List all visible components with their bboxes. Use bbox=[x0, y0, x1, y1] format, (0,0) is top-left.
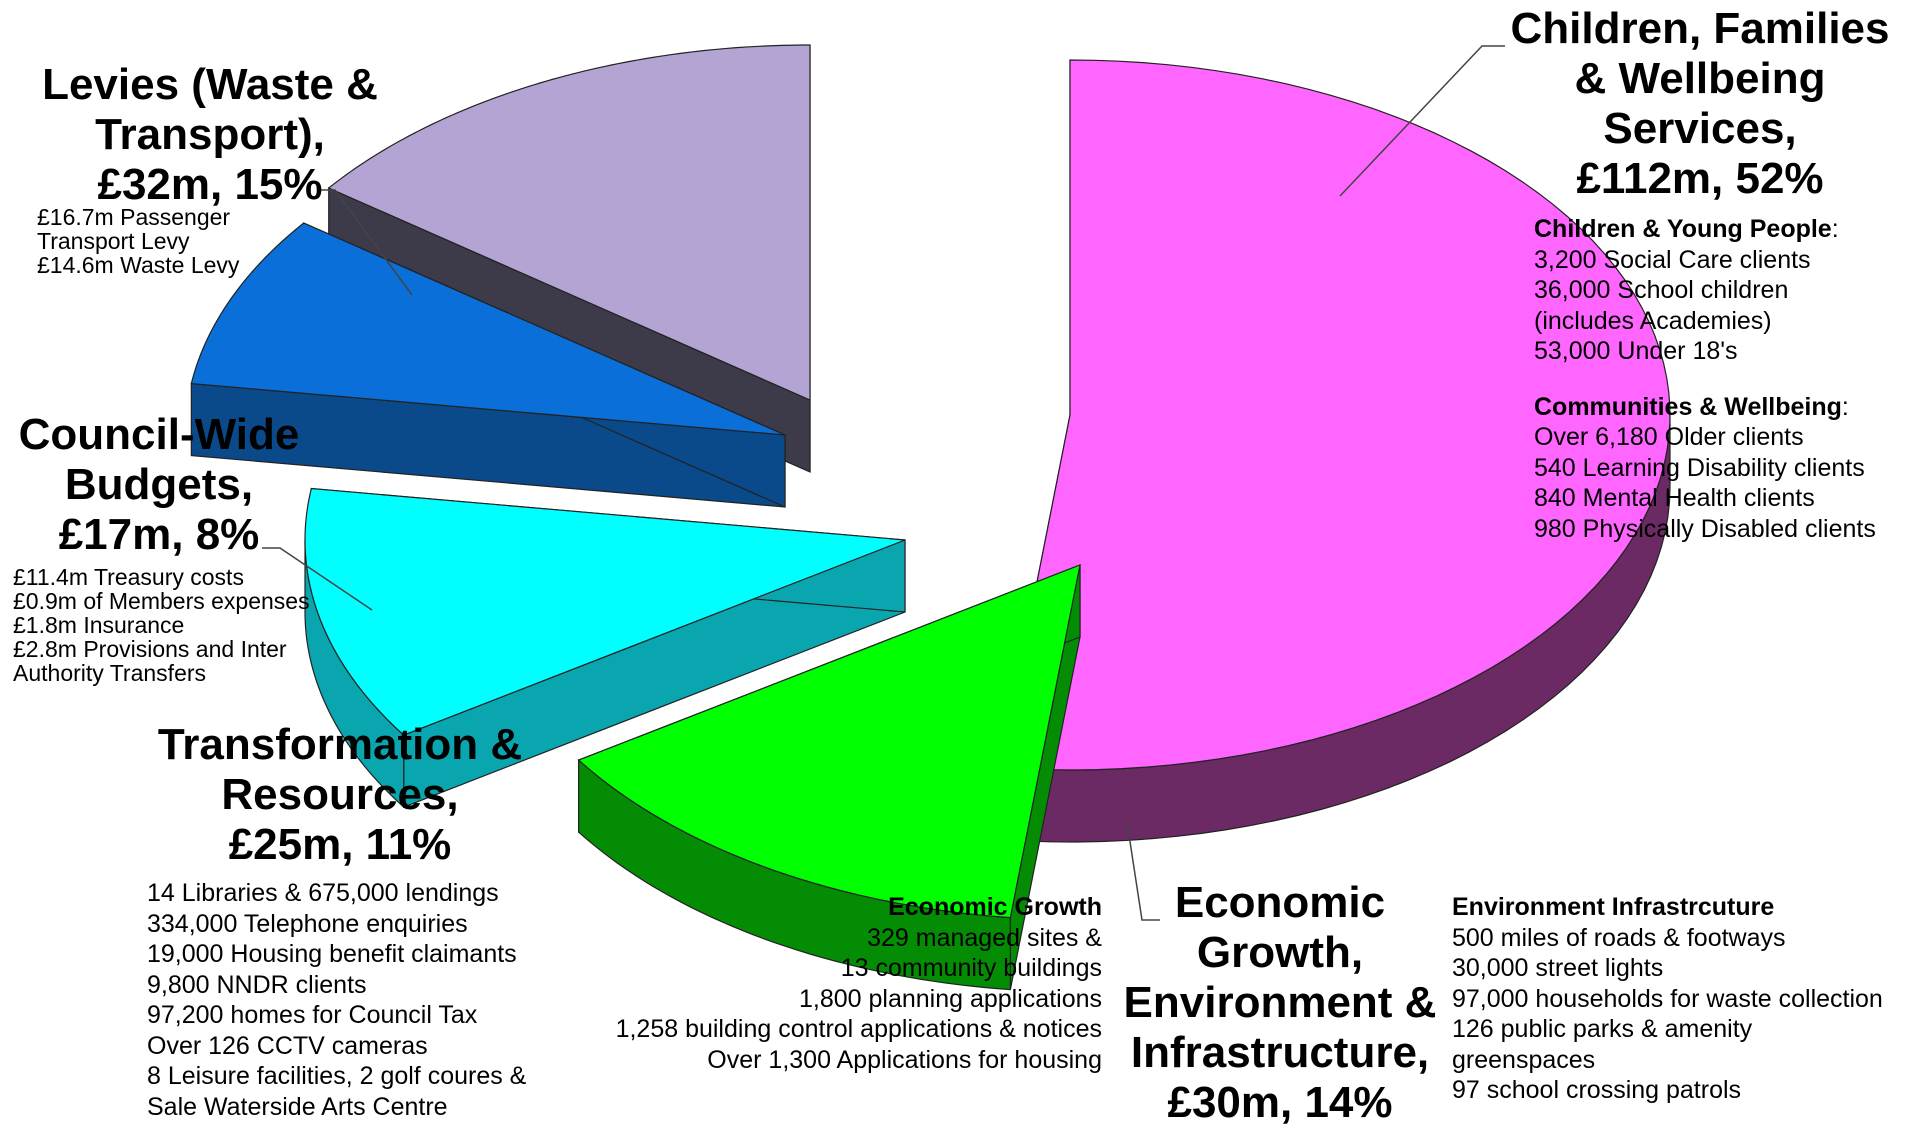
children-title-line: Services, bbox=[1603, 104, 1797, 153]
economic-title-line: Environment & bbox=[1123, 978, 1437, 1027]
label-council-title: Council-Wide Budgets, £17m, 8% bbox=[4, 410, 314, 560]
detail-line: 500 miles of roads & footways bbox=[1452, 923, 1786, 952]
detail-line: £1.8m Insurance bbox=[13, 612, 185, 638]
economic-title-line: Economic bbox=[1174, 878, 1386, 927]
detail-line: 126 public parks & amenity bbox=[1452, 1015, 1753, 1043]
detail-line: Transport Levy bbox=[37, 228, 190, 254]
detail-line: 1,258 building control applications & no… bbox=[615, 1015, 1102, 1043]
detail-line: 980 Physically Disabled clients bbox=[1534, 514, 1876, 543]
label-children-title: Children, Families & Wellbeing Services,… bbox=[1490, 4, 1910, 204]
pie-slice-children-top bbox=[999, 59, 1671, 771]
economic-growth-heading: Economic Growth bbox=[888, 893, 1102, 921]
detail-line: £14.6m Waste Levy bbox=[37, 252, 240, 278]
transformation-title-line: £25m, 11% bbox=[228, 820, 452, 869]
detail-line: (includes Academies) bbox=[1534, 306, 1772, 335]
transformation-title-line: Resources, bbox=[221, 770, 459, 819]
children-title-line: Children, Families bbox=[1510, 4, 1890, 53]
detail-line: £2.8m Provisions and Inter bbox=[13, 636, 287, 662]
label-council-details: £11.4m Treasury costs £0.9m of Members e… bbox=[13, 565, 310, 685]
detail-line: 97,200 homes for Council Tax bbox=[147, 1001, 478, 1029]
levies-title-line: £32m, 15% bbox=[97, 160, 323, 209]
economic-title-line: Growth, bbox=[1196, 928, 1364, 977]
detail-line: 97,000 households for waste collection bbox=[1452, 984, 1883, 1013]
pie-slice-economic bbox=[577, 564, 1081, 991]
levies-title-line: Levies (Waste & bbox=[42, 60, 378, 109]
detail-line: 13 community buildings bbox=[840, 954, 1102, 982]
levies-title-line: Transport), bbox=[95, 110, 325, 159]
heading-colon: : bbox=[1831, 215, 1839, 243]
detail-line: 19,000 Housing benefit claimants bbox=[147, 940, 517, 968]
label-economic-title: Economic Growth, Environment & Infrastru… bbox=[1120, 878, 1440, 1128]
pie-slice-transformation-top bbox=[304, 487, 906, 736]
pie-slice-council-top bbox=[190, 222, 786, 436]
pie-slice-council bbox=[190, 222, 786, 508]
detail-line: 3,200 Social Care clients bbox=[1534, 245, 1811, 274]
pie-slice-transformation bbox=[304, 487, 906, 809]
detail-line: £16.7m Passenger bbox=[37, 204, 231, 230]
leader-line-economic bbox=[1126, 821, 1160, 921]
detail-line: 334,000 Telephone enquiries bbox=[147, 909, 468, 938]
detail-line: greenspaces bbox=[1452, 1045, 1596, 1074]
leader-line-council bbox=[262, 547, 373, 611]
council-title-line: £17m, 8% bbox=[58, 510, 260, 559]
label-transformation-details: 14 Libraries & 675,000 lendings 334,000 … bbox=[147, 878, 526, 1122]
council-title-line: Council-Wide bbox=[18, 410, 300, 459]
leader-line-children bbox=[1339, 45, 1505, 197]
economic-title-line: £30m, 14% bbox=[1167, 1078, 1393, 1127]
children-title-line: £112m, 52% bbox=[1576, 154, 1824, 203]
children-title-line: & Wellbeing bbox=[1574, 54, 1826, 103]
heading-colon: : bbox=[1841, 392, 1849, 421]
detail-line: Sale Waterside Arts Centre bbox=[147, 1092, 448, 1121]
label-levies-title: Levies (Waste & Transport), £32m, 15% bbox=[20, 60, 400, 210]
label-children-details: Children & Young People: 3,200 Social Ca… bbox=[1534, 214, 1876, 544]
detail-line: 840 Mental Health clients bbox=[1534, 484, 1815, 512]
detail-line: £11.4m Treasury costs bbox=[13, 564, 244, 590]
communities-wellbeing-heading: Communities & Wellbeing bbox=[1534, 392, 1842, 421]
detail-line: 1,800 planning applications bbox=[798, 984, 1102, 1013]
detail-line: 97 school crossing patrols bbox=[1452, 1076, 1742, 1104]
pie-slice-levies-top bbox=[327, 44, 811, 401]
detail-line: 9,800 NNDR clients bbox=[147, 970, 367, 999]
label-transformation-title: Transformation & Resources, £25m, 11% bbox=[140, 720, 540, 870]
detail-line: 30,000 street lights bbox=[1452, 954, 1664, 982]
detail-line: 8 Leisure facilities, 2 golf coures & bbox=[147, 1062, 527, 1090]
label-economic-growth-details: Economic Growth 329 managed sites & 13 c… bbox=[560, 892, 1102, 1075]
council-title-line: Budgets, bbox=[64, 460, 254, 509]
detail-line: 540 Learning Disability clients bbox=[1534, 453, 1865, 482]
children-young-people-heading: Children & Young People bbox=[1534, 215, 1832, 243]
label-environment-details: Environment Infrastrcuture 500 miles of … bbox=[1452, 892, 1883, 1106]
label-levies-details: £16.7m Passenger Transport Levy £14.6m W… bbox=[37, 205, 239, 277]
leader-lines bbox=[262, 45, 1505, 921]
detail-line: Authority Transfers bbox=[13, 660, 207, 686]
transformation-title-line: Transformation & bbox=[157, 720, 523, 769]
detail-line: Over 6,180 Older clients bbox=[1534, 423, 1804, 451]
detail-line: 53,000 Under 18's bbox=[1534, 337, 1738, 365]
pie-slices bbox=[190, 44, 1671, 991]
leader-line-levies bbox=[318, 189, 413, 296]
environment-infrastructure-heading: Environment Infrastrcuture bbox=[1452, 893, 1775, 921]
detail-line: 36,000 School children bbox=[1534, 276, 1789, 304]
detail-line: Over 126 CCTV cameras bbox=[147, 1031, 428, 1060]
economic-title-line: Infrastructure, bbox=[1130, 1028, 1430, 1077]
pie-slice-economic-top bbox=[577, 564, 1081, 919]
detail-line: 14 Libraries & 675,000 lendings bbox=[147, 879, 499, 907]
detail-line: £0.9m of Members expenses bbox=[13, 588, 310, 614]
detail-line: Over 1,300 Applications for housing bbox=[707, 1045, 1102, 1074]
detail-line: 329 managed sites & bbox=[867, 923, 1102, 952]
